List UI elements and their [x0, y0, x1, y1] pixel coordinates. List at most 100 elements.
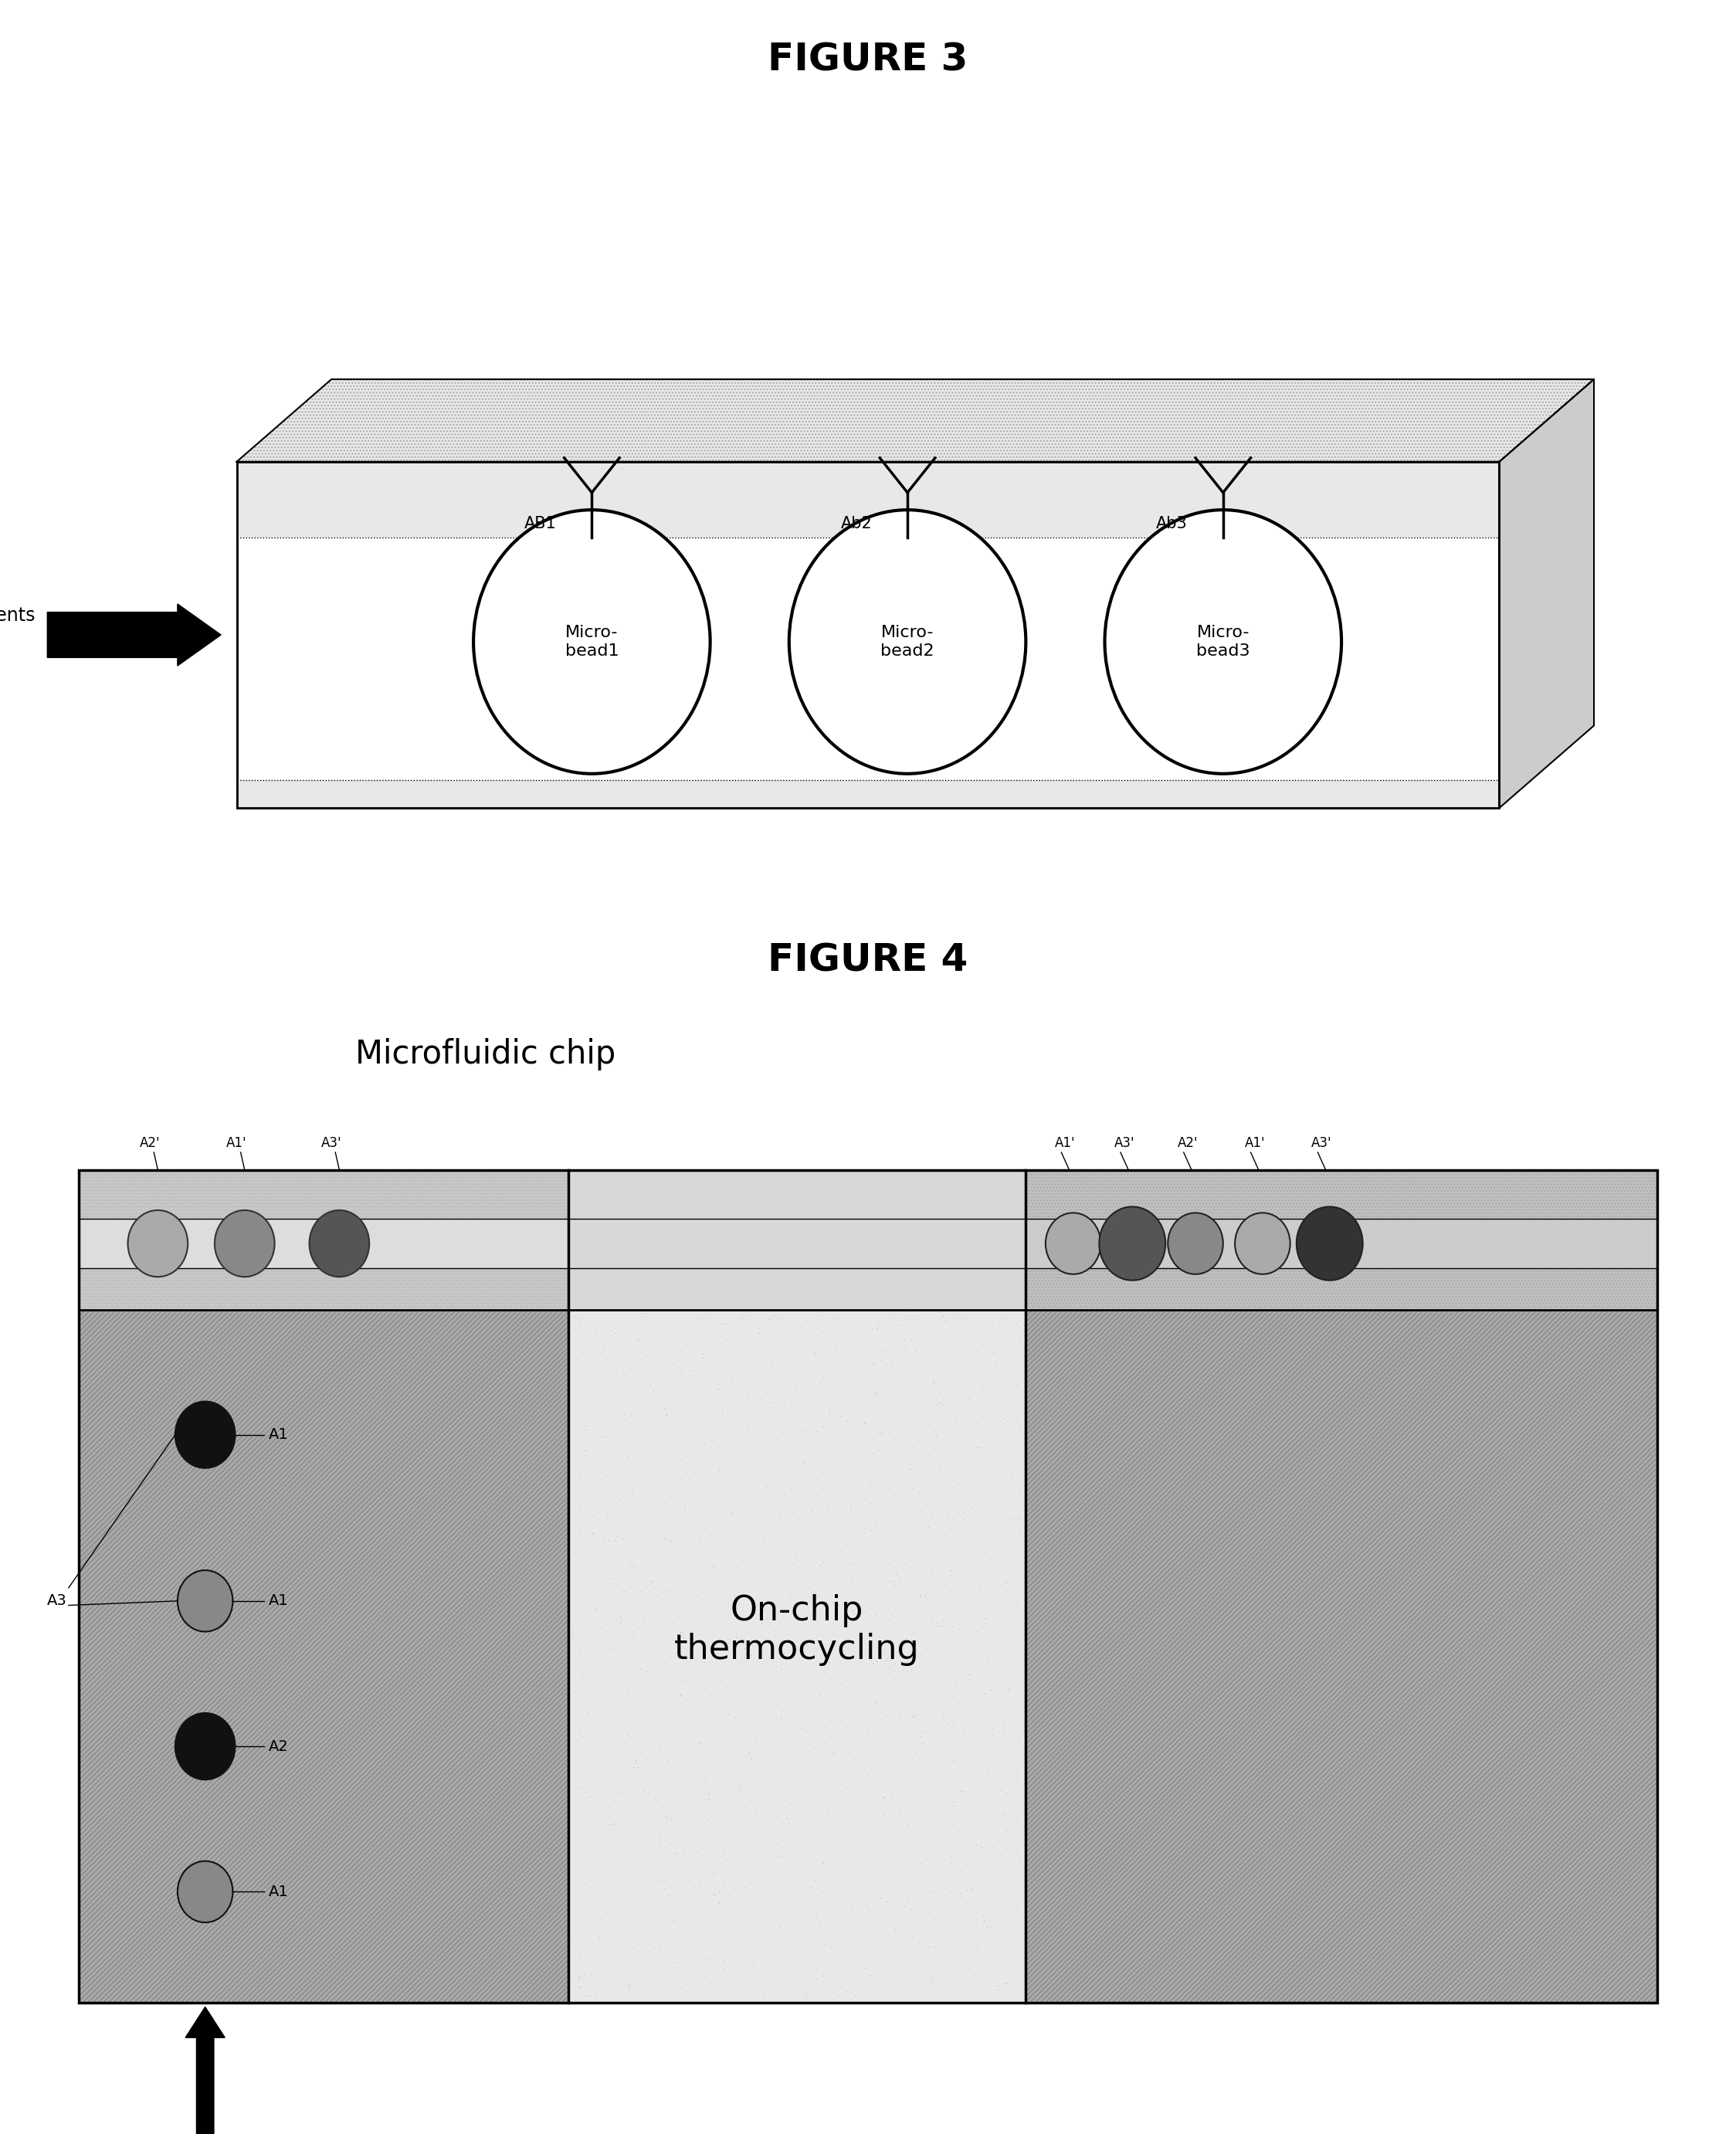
Point: [740, 1366, 767, 1400]
Point: [753, 1436, 781, 1470]
Point: [898, 1699, 925, 1733]
Point: [944, 1848, 972, 1882]
Point: [750, 1620, 778, 1654]
Point: [694, 1490, 722, 1524]
Point: [710, 1438, 738, 1472]
Point: [684, 1912, 712, 1946]
Point: [578, 1197, 606, 1231]
Point: [998, 1394, 1026, 1428]
Point: [892, 1626, 920, 1660]
Point: [632, 1494, 660, 1528]
Point: [779, 1236, 807, 1270]
Point: [898, 1472, 925, 1507]
Point: [970, 1677, 998, 1711]
Point: [859, 1711, 887, 1746]
Point: [684, 1481, 712, 1515]
Point: [790, 1334, 818, 1368]
Point: [951, 1716, 979, 1750]
Point: [941, 1801, 969, 1835]
Point: [832, 1622, 859, 1656]
Point: [838, 1287, 866, 1321]
Point: [665, 1861, 693, 1895]
Text: Micro-
bead2: Micro- bead2: [880, 625, 934, 659]
Point: [734, 1891, 762, 1925]
Point: [733, 1658, 760, 1692]
Point: [561, 1466, 589, 1500]
Point: [649, 1865, 677, 1899]
Point: [613, 1361, 641, 1396]
Point: [568, 1660, 595, 1694]
Point: [762, 1650, 790, 1684]
Point: [903, 1697, 930, 1731]
Point: [908, 1600, 936, 1635]
Point: [753, 1850, 781, 1884]
Point: [878, 1451, 906, 1485]
Point: [687, 1590, 715, 1624]
Point: [918, 1366, 946, 1400]
Point: [653, 1965, 681, 2000]
Point: [750, 1212, 778, 1246]
Point: [842, 1189, 870, 1223]
Point: [821, 1714, 849, 1748]
Point: [887, 1466, 915, 1500]
Point: [755, 1739, 783, 1773]
Point: [795, 1571, 823, 1605]
Point: [707, 1306, 734, 1340]
Point: [941, 1771, 969, 1805]
Point: [771, 1387, 799, 1421]
Point: [769, 1840, 797, 1874]
Point: [566, 1208, 594, 1242]
Point: [602, 1210, 630, 1244]
Point: [993, 1402, 1021, 1436]
Point: [608, 1863, 635, 1897]
Point: [601, 1692, 628, 1726]
Point: [948, 1449, 976, 1483]
Point: [773, 1961, 800, 1995]
Point: [880, 1564, 908, 1598]
Point: [781, 1889, 809, 1923]
Point: [575, 1829, 602, 1863]
Point: [748, 1579, 776, 1613]
Point: [566, 1458, 594, 1492]
Point: [658, 1347, 686, 1381]
Point: [740, 1944, 767, 1978]
Point: [712, 1825, 740, 1859]
Point: [812, 1413, 840, 1447]
Point: [724, 1242, 752, 1276]
Point: [986, 1223, 1014, 1257]
Point: [594, 1238, 621, 1272]
Point: [861, 1347, 889, 1381]
Point: [951, 1494, 979, 1528]
Point: [632, 1739, 660, 1773]
Point: [668, 1756, 696, 1790]
Point: [632, 1726, 660, 1761]
Point: [648, 1536, 675, 1571]
Point: [660, 1904, 687, 1938]
Point: [727, 1244, 755, 1278]
Point: [724, 1609, 752, 1643]
Point: [941, 1231, 969, 1265]
Bar: [78, 1169, 568, 1310]
Point: [969, 1327, 996, 1361]
Point: [932, 1304, 960, 1338]
Point: [898, 1652, 925, 1686]
Point: [632, 1443, 660, 1477]
Point: [965, 1571, 993, 1605]
Point: [891, 1600, 918, 1635]
Polygon shape: [1500, 380, 1594, 809]
Point: [653, 1801, 681, 1835]
Point: [859, 1769, 887, 1803]
Point: [746, 1650, 774, 1684]
Point: [974, 1645, 1002, 1679]
Point: [620, 1801, 648, 1835]
Point: [665, 1438, 693, 1472]
Point: [802, 1852, 830, 1886]
Point: [837, 1270, 865, 1304]
Point: [852, 1293, 880, 1327]
Point: [667, 1615, 694, 1650]
Point: [779, 1338, 807, 1372]
Point: [700, 1786, 727, 1820]
Point: [700, 1402, 727, 1436]
Point: [800, 1338, 828, 1372]
Point: [977, 1306, 1005, 1340]
